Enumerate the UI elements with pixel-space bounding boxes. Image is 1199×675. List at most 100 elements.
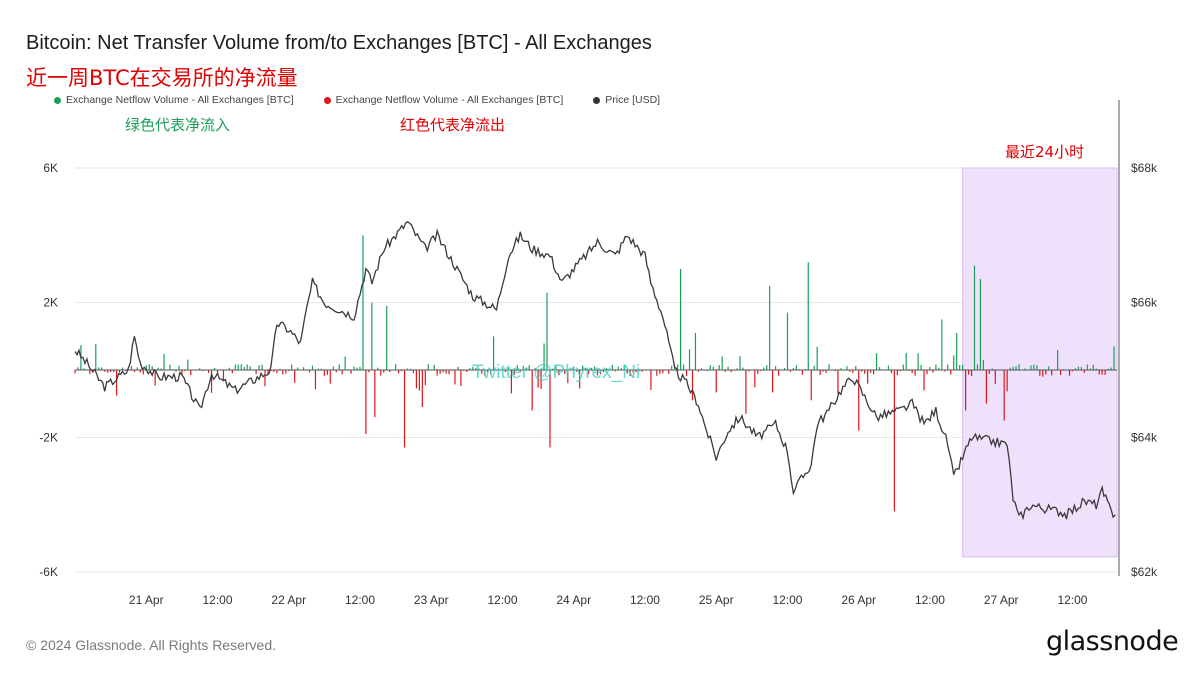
netflow-bar bbox=[959, 365, 961, 370]
netflow-bar bbox=[872, 370, 875, 375]
netflow-bar bbox=[846, 366, 848, 370]
netflow-bar bbox=[294, 370, 296, 383]
legend-item-price[interactable]: Price [USD] bbox=[593, 94, 660, 106]
netflow-bar bbox=[964, 370, 967, 411]
netflow-bar bbox=[1113, 346, 1115, 370]
netflow-bar bbox=[472, 366, 474, 370]
netflow-bar bbox=[540, 370, 542, 389]
netflow-bar bbox=[887, 365, 890, 370]
netflow-bar bbox=[279, 368, 281, 370]
netflow-bar bbox=[926, 370, 928, 375]
netflow-bar bbox=[917, 353, 919, 370]
netflow-bar bbox=[582, 365, 584, 370]
netflow-bar bbox=[991, 368, 993, 370]
netflow-bar bbox=[620, 368, 622, 370]
netflow-bar bbox=[130, 365, 133, 370]
netflow-bar bbox=[490, 370, 492, 375]
netflow-bar bbox=[377, 367, 379, 370]
legend-dot-outflow bbox=[323, 96, 331, 104]
y-right-tick-label: $66k bbox=[1131, 296, 1158, 310]
netflow-bar bbox=[914, 370, 916, 376]
netflow-bar bbox=[442, 370, 444, 373]
netflow-bar bbox=[1033, 364, 1035, 370]
netflow-bar bbox=[522, 365, 524, 370]
netflow-bar bbox=[953, 355, 955, 370]
netflow-bar bbox=[1048, 366, 1050, 370]
netflow-bar bbox=[700, 368, 702, 370]
netflow-bar bbox=[546, 292, 548, 370]
netflow-bar bbox=[813, 365, 815, 370]
netflow-bar bbox=[231, 370, 233, 374]
y-axis-right: $68k $66k $64k $62k bbox=[1131, 161, 1158, 579]
netflow-bar bbox=[858, 370, 860, 431]
netflow-bar bbox=[896, 370, 898, 376]
netflow-bar bbox=[1092, 364, 1094, 370]
netflow-bar bbox=[662, 370, 664, 374]
netflow-bar bbox=[427, 364, 429, 370]
netflow-bar bbox=[83, 368, 85, 370]
netflow-bar bbox=[902, 364, 904, 370]
netflow-bar bbox=[626, 370, 628, 374]
netflow-bar bbox=[772, 370, 774, 393]
netflow-bar bbox=[439, 370, 441, 374]
netflow-bar bbox=[680, 269, 682, 370]
netflow-bar bbox=[487, 370, 489, 373]
x-tick-label: 12:00 bbox=[772, 593, 802, 607]
netflow-bar bbox=[133, 370, 135, 372]
netflow-bar bbox=[397, 370, 400, 374]
netflow-bar bbox=[112, 370, 115, 373]
netflow-bar bbox=[596, 370, 599, 376]
netflow-bar bbox=[976, 364, 979, 370]
netflow-bar bbox=[587, 370, 590, 375]
netflow-bar bbox=[1024, 368, 1026, 370]
netflow-bar bbox=[457, 366, 459, 370]
netflow-bar bbox=[1086, 364, 1088, 370]
netflow-bar bbox=[261, 364, 263, 370]
netflow-bar bbox=[590, 368, 593, 370]
annotation-red-outflow: 红色代表净流出 bbox=[400, 116, 506, 134]
netflow-bar bbox=[484, 370, 486, 376]
netflow-bars bbox=[74, 235, 1115, 512]
chart-title: Bitcoin: Net Transfer Volume from/to Exc… bbox=[26, 32, 652, 54]
netflow-bar bbox=[528, 365, 530, 370]
netflow-bar bbox=[537, 370, 539, 388]
netflow-bar bbox=[1006, 370, 1008, 392]
netflow-bar bbox=[650, 370, 652, 391]
netflow-bar bbox=[142, 370, 144, 375]
netflow-bar bbox=[98, 367, 100, 370]
netflow-bar bbox=[1068, 370, 1071, 376]
x-tick-label: 23 Apr bbox=[414, 593, 449, 607]
netflow-bar bbox=[564, 370, 566, 374]
legend-item-inflow[interactable]: Exchange Netflow Volume - All Exchanges … bbox=[54, 94, 294, 106]
annotation-last-24h: 最近24小时 bbox=[1005, 143, 1085, 161]
netflow-bar bbox=[317, 368, 320, 370]
netflow-bar bbox=[967, 370, 970, 375]
grid bbox=[75, 167, 1117, 573]
netflow-bar bbox=[825, 370, 827, 373]
netflow-bar bbox=[819, 370, 821, 375]
netflow-bar bbox=[795, 365, 797, 370]
watermark-text: Twitter @Phyrex_Ni bbox=[472, 362, 641, 383]
netflow-bar bbox=[1101, 370, 1103, 375]
netflow-bar bbox=[849, 370, 851, 372]
netflow-bar bbox=[1057, 350, 1059, 370]
netflow-bar bbox=[335, 370, 337, 373]
netflow-bar bbox=[246, 364, 248, 370]
netflow-bar bbox=[1089, 368, 1091, 370]
netflow-bar bbox=[107, 370, 109, 373]
netflow-bar bbox=[837, 370, 839, 394]
netflow-bar bbox=[308, 370, 311, 373]
netflow-bar bbox=[567, 370, 569, 384]
netflow-bar bbox=[810, 370, 812, 401]
legend-item-outflow[interactable]: Exchange Netflow Volume - All Exchanges … bbox=[323, 94, 563, 106]
netflow-bar bbox=[115, 370, 118, 396]
netflow-bar bbox=[905, 352, 907, 370]
netflow-bar bbox=[516, 365, 518, 370]
chart-subtitle: 近一周BTC在交易所的净流量 bbox=[26, 66, 298, 90]
netflow-bar bbox=[338, 364, 340, 370]
y-right-tick-label: $64k bbox=[1131, 430, 1158, 444]
netflow-bar bbox=[104, 370, 106, 372]
netflow-bar bbox=[730, 370, 732, 373]
netflow-bar bbox=[745, 370, 747, 414]
